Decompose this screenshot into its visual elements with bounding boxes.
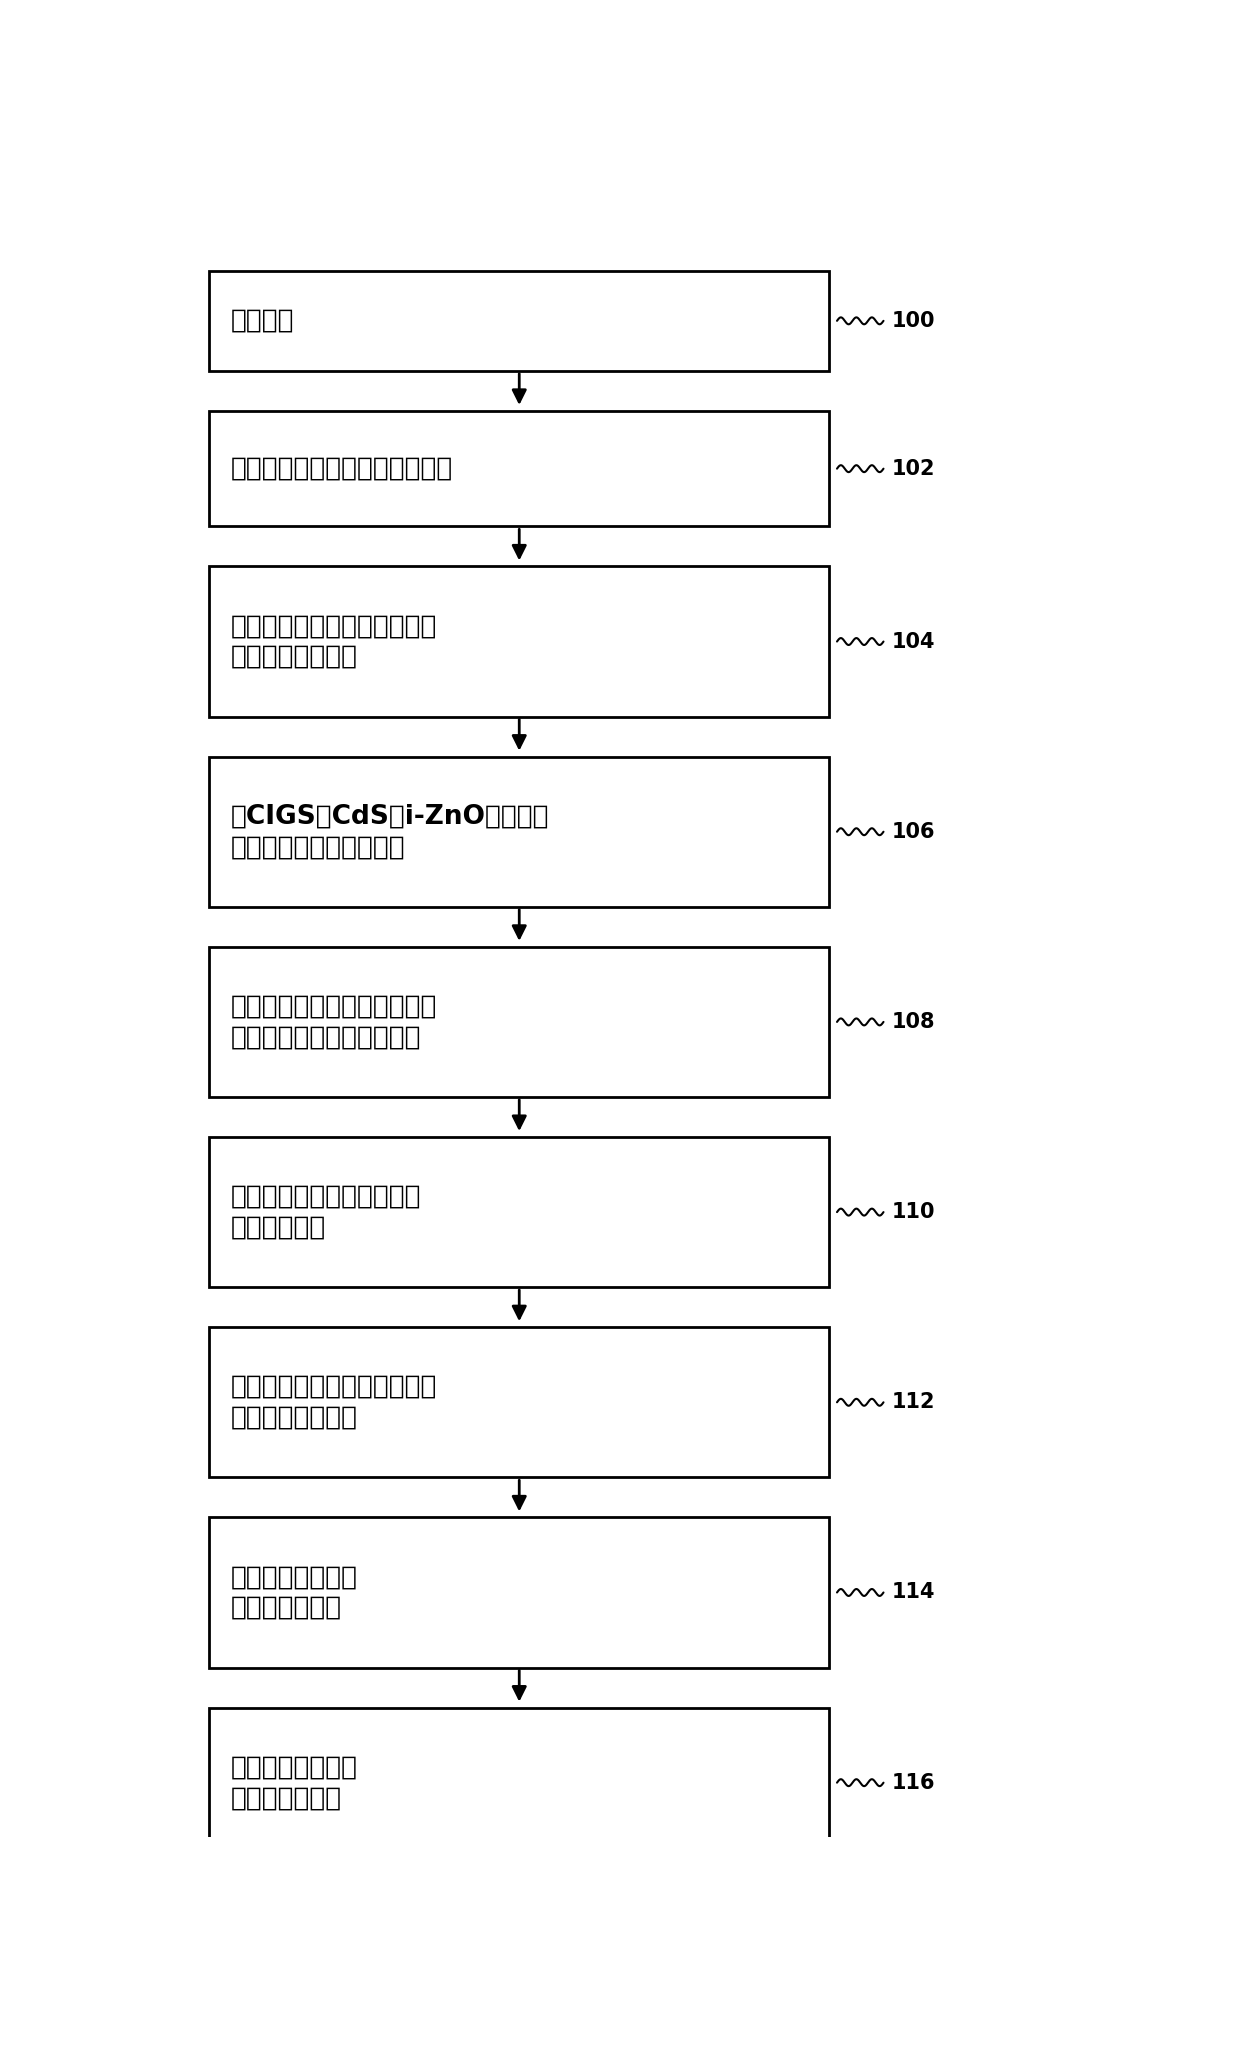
Bar [210, 270, 830, 372]
Text: 将顶部电极层形成于光电转: 将顶部电极层形成于光电转 [231, 1185, 422, 1210]
Text: 114: 114 [892, 1583, 935, 1602]
Bar [210, 1517, 830, 1668]
Text: 104: 104 [892, 632, 935, 652]
Text: 108: 108 [892, 1011, 935, 1032]
Text: 100: 100 [892, 312, 935, 330]
Bar [210, 1707, 830, 1858]
Text: 用以定义底部电极: 用以定义底部电极 [231, 644, 358, 671]
Text: 将封装胶膜形成于: 将封装胶膜形成于 [231, 1754, 358, 1781]
Text: 顶部电极的上方: 顶部电极的上方 [231, 1595, 342, 1620]
Text: 110: 110 [892, 1201, 935, 1222]
Bar [210, 411, 830, 526]
Text: 换单元的上方: 换单元的上方 [231, 1214, 326, 1240]
Text: 116: 116 [892, 1773, 935, 1794]
Bar [210, 757, 830, 906]
Text: 将CIGS，CdS和i-ZnO材料层依: 将CIGS，CdS和i-ZnO材料层依 [231, 803, 549, 830]
Text: 用以定义顶部电极: 用以定义顶部电极 [231, 1406, 358, 1430]
Bar [210, 1327, 830, 1478]
Text: 提供基板: 提供基板 [231, 308, 294, 334]
Text: 进行顶部电极层的画线过程，: 进行顶部电极层的画线过程， [231, 1375, 438, 1399]
Bar [210, 1137, 830, 1288]
Text: 将抗反射膜形成于: 将抗反射膜形成于 [231, 1565, 358, 1589]
Text: 112: 112 [892, 1393, 935, 1412]
Bar [210, 566, 830, 716]
Text: 106: 106 [892, 821, 935, 842]
Text: 将底部电极层形成于基板的上方: 将底部电极层形成于基板的上方 [231, 456, 453, 481]
Text: 进行底部电极层的画线过程，: 进行底部电极层的画线过程， [231, 613, 438, 640]
Text: 程，用以定义光电转换单元: 程，用以定义光电转换单元 [231, 1024, 422, 1051]
Text: 抗反射膜的上方: 抗反射膜的上方 [231, 1785, 342, 1810]
Text: 次形成于底部电极的上方: 次形成于底部电极的上方 [231, 834, 405, 861]
Bar [210, 947, 830, 1096]
Text: 102: 102 [892, 458, 935, 479]
Text: 进行光电转换材料层的画线过: 进行光电转换材料层的画线过 [231, 993, 438, 1020]
